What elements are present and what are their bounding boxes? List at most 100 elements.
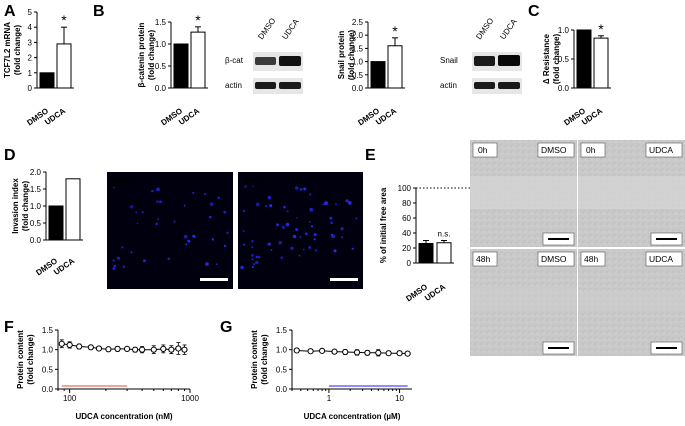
- nucleus-dot: [122, 265, 126, 269]
- blot-band: [279, 82, 301, 89]
- blot-band: [279, 56, 301, 66]
- scale-bar: [548, 238, 569, 240]
- wound-gap: [470, 288, 577, 310]
- micrograph-image: [107, 172, 233, 289]
- y-tick-label: 1.5: [352, 44, 364, 53]
- nucleus-dot: [116, 256, 120, 260]
- micrograph-dmso: DMSO: [107, 172, 233, 289]
- y-tick-label: 4: [28, 23, 33, 32]
- y-tick-label: 1.5: [42, 326, 54, 335]
- nucleus-dot: [215, 263, 218, 266]
- y-tick-label: 1.0: [558, 26, 570, 35]
- wound-image-0h-dmso: 0h DMSO: [470, 140, 577, 247]
- data-point: [114, 345, 121, 352]
- nucleus-dot: [292, 234, 297, 239]
- nucleus-dot: [244, 185, 247, 188]
- panel-letter-a: A: [4, 3, 16, 20]
- data-point: [364, 349, 371, 356]
- nuclei-dots: [112, 186, 229, 270]
- nucleus-dot: [130, 251, 133, 254]
- data-point: [123, 345, 131, 352]
- blot-row-label: actin: [440, 81, 457, 90]
- data-point: [168, 346, 175, 353]
- x-tick-label: 1: [327, 394, 332, 403]
- panel-letter-d: D: [4, 147, 16, 164]
- micrograph-udca: UDCA: [238, 172, 363, 289]
- nucleus-dot: [135, 211, 137, 214]
- x-axis-label: UDCA concentration (nM): [75, 412, 172, 421]
- blot-band: [255, 82, 276, 89]
- nucleus-dot: [267, 195, 272, 200]
- data-point: [58, 340, 65, 347]
- nucleus-dot: [345, 199, 349, 203]
- y-tick-label: 5: [28, 8, 33, 17]
- y-axis-label: (fold change): [147, 30, 156, 81]
- nucleus-dot: [209, 202, 214, 207]
- y-axis-label: β-catenin protein: [137, 22, 146, 87]
- nucleus-dot: [329, 216, 333, 220]
- wound-image-48h-udca: 48h UDCA: [578, 249, 685, 356]
- nucleus-dot: [315, 249, 318, 252]
- y-tick-label: 80: [402, 199, 411, 208]
- nucleus-dot: [209, 215, 212, 219]
- time-label: 0h: [478, 145, 488, 155]
- nucleus-dot: [121, 246, 124, 249]
- nucleus-dot: [252, 185, 254, 188]
- micrograph-label: DMSO: [111, 176, 135, 185]
- nucleus-dot: [130, 205, 134, 209]
- nucleus-dot: [294, 186, 299, 190]
- blot-row-label: β-cat: [225, 56, 244, 65]
- y-tick-label: 0.0: [155, 84, 167, 93]
- y-axis-label: (fold change): [347, 30, 356, 81]
- condition-tag: [537, 142, 575, 158]
- nucleus-dot: [340, 227, 344, 231]
- bar-dmso: [39, 72, 55, 89]
- bar-udca: [190, 31, 206, 89]
- significance-star: *: [61, 12, 67, 28]
- nucleus-dot: [303, 248, 305, 251]
- y-axis-label: (fold change): [552, 34, 561, 85]
- scale-bar: [330, 278, 358, 281]
- nucleus-dot: [136, 222, 139, 225]
- condition-label: UDCA: [649, 145, 673, 155]
- condition-label: DMSO: [541, 145, 567, 155]
- nucleus-dot: [295, 228, 299, 231]
- scale-bar: [656, 238, 677, 240]
- category-label: UDCA: [423, 282, 447, 303]
- y-tick-label: 60: [402, 214, 411, 223]
- y-tick-label: 0.5: [155, 62, 167, 71]
- y-axis-label: (fold change): [13, 25, 22, 76]
- blot-band: [474, 82, 495, 89]
- nucleus-dot: [278, 240, 283, 245]
- nucleus-dot: [269, 204, 273, 208]
- x-tick-label: 1000: [181, 394, 199, 403]
- nucleus-dot: [251, 253, 254, 257]
- nucleus-dot: [258, 256, 261, 259]
- significance-star: *: [598, 21, 604, 37]
- y-tick-label: 2.5: [352, 18, 364, 27]
- y-tick-label: 20: [402, 244, 411, 253]
- nucleus-dot: [223, 210, 227, 214]
- nucleus-dot: [309, 193, 312, 196]
- blot-row-label: actin: [225, 81, 242, 90]
- western-blot-snail: DMSO UDCA Snail actin: [440, 16, 522, 94]
- y-axis-label: Protein content: [16, 330, 25, 389]
- nucleus-dot: [341, 236, 344, 239]
- y-tick-label: 0.0: [30, 236, 42, 245]
- y-tick-label: 2.0: [352, 31, 364, 40]
- nucleus-dot: [251, 258, 254, 261]
- nucleus-dot: [280, 256, 284, 260]
- y-axis-label: Δ Resistance: [542, 33, 551, 84]
- y-tick-label: 2: [28, 54, 33, 63]
- condition-label: UDCA: [649, 254, 673, 264]
- nucleus-dot: [310, 225, 314, 228]
- data-point: [139, 346, 146, 353]
- nucleus-dot: [255, 260, 259, 265]
- significance-star: *: [392, 23, 398, 39]
- y-tick-label: 1.5: [276, 326, 288, 335]
- nucleus-dot: [322, 203, 324, 206]
- x-axis-label: UDCA concentration (µM): [304, 412, 401, 421]
